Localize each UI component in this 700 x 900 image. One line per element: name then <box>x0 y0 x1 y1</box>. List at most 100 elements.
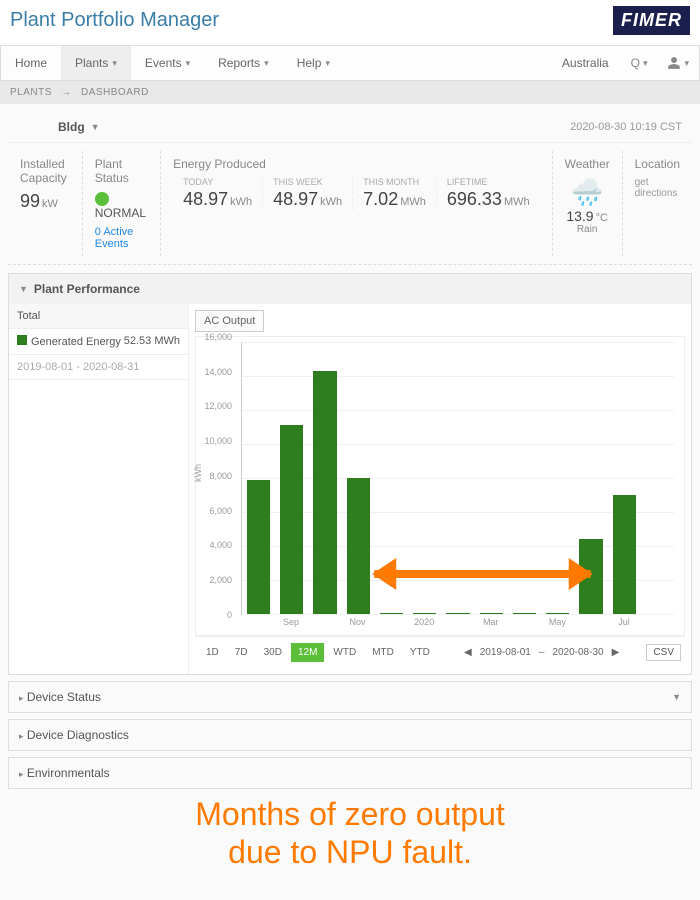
user-icon <box>667 56 681 70</box>
kpi-weather-unit: °C <box>596 212 608 224</box>
energy-lifetime-unit: MWh <box>504 196 530 208</box>
plant-performance-title: Plant Performance <box>34 282 140 296</box>
kpi-capacity-value: 99 <box>20 191 40 211</box>
building-label: Bldg <box>58 120 85 134</box>
csv-export-button[interactable]: CSV <box>646 644 681 661</box>
kpi-row: Installed Capacity 99kW Plant Status NOR… <box>8 143 692 265</box>
energy-week: THIS WEEK 48.97kWh <box>263 177 353 210</box>
breadcrumb-dashboard[interactable]: DASHBOARD <box>81 87 149 98</box>
timestamp: 2020-08-30 10:19 CST <box>570 121 682 133</box>
bar-Oct[interactable] <box>313 371 336 614</box>
date-from: 2019-08-01 <box>480 647 531 658</box>
building-select[interactable]: Bldg ▼ <box>58 120 100 134</box>
bar-Dec[interactable] <box>380 613 403 614</box>
environmentals-header[interactable]: ▸ Environmentals <box>9 758 691 788</box>
device-status-header[interactable]: ▸ Device Status▼ <box>9 682 691 712</box>
nav-reports[interactable]: Reports ▾ <box>204 46 283 80</box>
energy-month-unit: MWh <box>400 196 426 208</box>
range-YTD[interactable]: YTD <box>403 643 437 662</box>
kpi-weather: Weather 🌧️ 13.9°C Rain <box>553 151 623 256</box>
nav-events[interactable]: Events ▾ <box>131 46 204 80</box>
nav-home[interactable]: Home <box>1 46 61 80</box>
energy-week-value: 48.97 <box>273 189 318 209</box>
kpi-status: Plant Status NORMAL 0 Active Events <box>83 151 161 256</box>
series-date-range: 2019-08-01 - 2020-08-31 <box>17 361 139 373</box>
energy-month: THIS MONTH 7.02MWh <box>353 177 437 210</box>
bar-May[interactable] <box>546 613 569 614</box>
bar-Mar[interactable] <box>480 613 503 614</box>
performance-sidebar: Total Generated Energy 52.53 MWh 2019-08… <box>9 304 189 674</box>
environmentals-label: Environmentals <box>27 766 110 780</box>
get-directions-link[interactable]: get directions <box>635 177 680 199</box>
energy-week-unit: kWh <box>320 196 342 208</box>
main-nav: HomePlants ▾Events ▾Reports ▾Help ▾ Aust… <box>0 45 700 81</box>
kpi-weather-cond: Rain <box>565 224 610 235</box>
range-MTD[interactable]: MTD <box>365 643 401 662</box>
region-select[interactable]: Australia <box>550 46 621 80</box>
kpi-energy: Energy Produced TODAY 48.97kWh THIS WEEK… <box>161 151 553 256</box>
ac-output-tab[interactable]: AC Output <box>195 310 264 332</box>
annotation-line2: due to NPU fault. <box>8 833 692 871</box>
energy-today-label: TODAY <box>183 177 252 187</box>
energy-today: TODAY 48.97kWh <box>173 177 263 210</box>
energy-today-value: 48.97 <box>183 189 228 209</box>
range-7D[interactable]: 7D <box>228 643 255 662</box>
kpi-status-value: NORMAL <box>95 206 146 220</box>
range-WTD[interactable]: WTD <box>326 643 363 662</box>
energy-lifetime-label: LIFETIME <box>447 177 530 187</box>
bar-Feb[interactable] <box>446 613 469 614</box>
total-label: Total <box>17 310 40 322</box>
series-label: Generated Energy <box>31 336 121 348</box>
legend-color-icon <box>17 335 27 345</box>
plant-performance-panel: ▼Plant Performance Total Generated Energ… <box>8 273 692 675</box>
chart-box: 02,0004,0006,0008,00010,00012,00014,0001… <box>195 336 685 636</box>
device-diagnostics-label: Device Diagnostics <box>27 728 129 742</box>
bar-2020[interactable] <box>413 613 436 614</box>
kpi-energy-label: Energy Produced <box>173 157 540 171</box>
breadcrumb-plants[interactable]: PLANTS <box>10 87 52 98</box>
bar-Sep[interactable] <box>280 425 303 614</box>
series-value: 52.53 MWh <box>124 335 180 348</box>
kpi-capacity-label: Installed Capacity <box>20 157 70 185</box>
breadcrumb: PLANTS → DASHBOARD <box>0 81 700 104</box>
bar-Jul[interactable] <box>613 495 636 614</box>
annotation-text: Months of zero output due to NPU fault. <box>8 795 692 872</box>
nav-plants[interactable]: Plants ▾ <box>61 46 131 80</box>
date-navigator[interactable]: ◀ 2019-08-01 – 2020-08-30 ▶ <box>464 647 619 658</box>
bar-Nov[interactable] <box>347 478 370 614</box>
energy-today-unit: kWh <box>230 196 252 208</box>
range-1D[interactable]: 1D <box>199 643 226 662</box>
rain-icon: 🌧️ <box>565 177 610 208</box>
range-12M[interactable]: 12M <box>291 643 324 662</box>
y-axis-label: kWh <box>193 464 203 482</box>
brand-logo: FIMER <box>613 6 690 35</box>
range-30D[interactable]: 30D <box>257 643 289 662</box>
app-title: Plant Portfolio Manager <box>10 9 219 32</box>
kpi-weather-temp: 13.9 <box>566 208 593 224</box>
energy-lifetime-value: 696.33 <box>447 189 502 209</box>
kpi-status-label: Plant Status <box>95 157 148 185</box>
active-events-link[interactable]: 0 Active Events <box>95 226 148 250</box>
range-buttons: 1D7D30D12MWTDMTDYTD <box>199 643 437 662</box>
nav-help[interactable]: Help ▾ <box>283 46 344 80</box>
plant-performance-header[interactable]: ▼Plant Performance <box>9 274 691 304</box>
annotation-line1: Months of zero output <box>8 795 692 833</box>
kpi-capacity: Installed Capacity 99kW <box>8 151 83 256</box>
user-menu[interactable]: ▾ <box>657 46 699 80</box>
bar-Aug[interactable] <box>247 480 270 614</box>
search-button[interactable]: Q ▾ <box>621 46 658 80</box>
status-dot-icon <box>95 192 109 206</box>
kpi-location: Location get directions <box>623 151 692 256</box>
date-to: 2020-08-30 <box>552 647 603 658</box>
kpi-capacity-unit: kW <box>42 198 58 210</box>
kpi-location-label: Location <box>635 157 680 171</box>
device-diagnostics-header[interactable]: ▸ Device Diagnostics <box>9 720 691 750</box>
energy-month-label: THIS MONTH <box>363 177 426 187</box>
kpi-weather-label: Weather <box>565 157 610 171</box>
bar-Apr[interactable] <box>513 613 536 614</box>
energy-lifetime: LIFETIME 696.33MWh <box>437 177 540 210</box>
energy-week-label: THIS WEEK <box>273 177 342 187</box>
energy-month-value: 7.02 <box>363 189 398 209</box>
chart-area: AC Output 02,0004,0006,0008,00010,00012,… <box>189 304 691 674</box>
bar-Jun[interactable] <box>579 539 602 614</box>
